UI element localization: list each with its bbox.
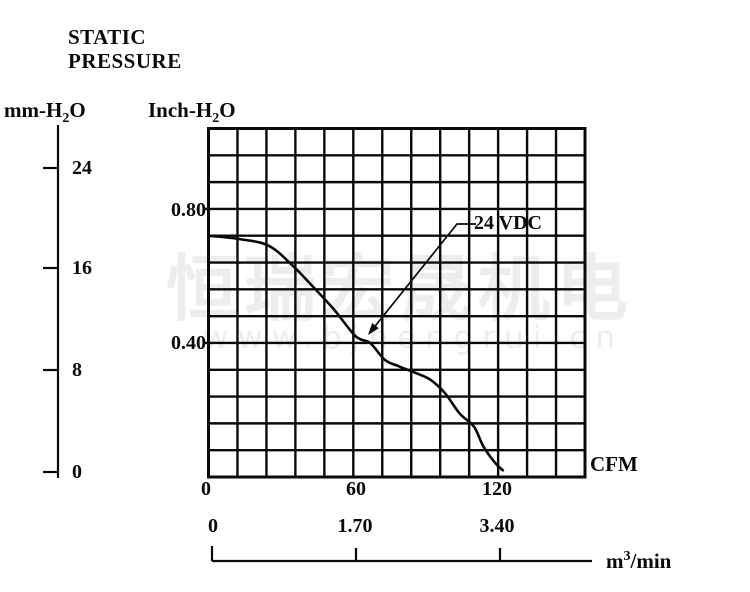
- y-axis-mm-unit-label: mm-H2O: [4, 98, 86, 127]
- cfm-tick-0: 0: [201, 478, 211, 500]
- mm-tick-0: 0: [72, 461, 82, 483]
- chart-title-line1: STATIC: [68, 25, 147, 49]
- chart-title-line2: PRESSURE: [68, 49, 182, 73]
- series-label-24vdc: 24 VDC: [474, 212, 542, 234]
- x-axis-cfm-unit-label: CFM: [590, 452, 638, 476]
- m3min-tick-0: 0: [208, 515, 218, 537]
- cfm-tick-120: 120: [482, 478, 512, 500]
- mm-tick-24: 24: [72, 157, 92, 179]
- y-axis-inch-unit-label: Inch-H2O: [148, 98, 236, 127]
- inch-tick-080: 0.80: [171, 199, 206, 221]
- chart-title: STATIC PRESSURE: [68, 25, 182, 73]
- watermark-url-text: www.bjhengrui.cn: [203, 320, 624, 356]
- m3min-tick-340: 3.40: [479, 515, 515, 537]
- mm-tick-8: 8: [72, 359, 82, 381]
- cfm-tick-60: 60: [346, 478, 366, 500]
- inch-tick-040: 0.40: [171, 332, 206, 354]
- m3min-tick-170: 1.70: [337, 515, 373, 537]
- x-axis-m3min-unit-label: m3/min: [606, 549, 672, 573]
- mm-tick-16: 16: [72, 257, 92, 279]
